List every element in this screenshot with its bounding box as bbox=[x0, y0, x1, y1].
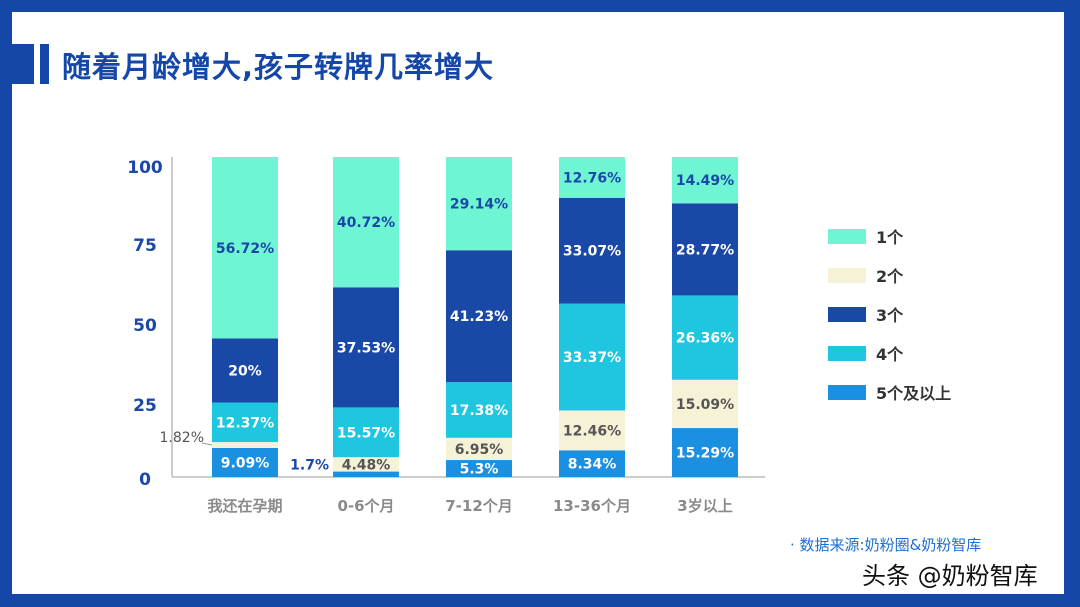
bar-segment bbox=[446, 250, 512, 383]
data-label: 1.7% bbox=[290, 457, 329, 473]
data-label: 33.37% bbox=[563, 350, 621, 366]
bar-segment bbox=[446, 460, 512, 477]
legend-swatch bbox=[828, 385, 866, 400]
data-label: 15.09% bbox=[676, 397, 734, 413]
bar-segment bbox=[672, 428, 738, 477]
legend-swatch bbox=[828, 346, 866, 361]
legend-label: 1个 bbox=[876, 228, 904, 247]
data-label: 40.72% bbox=[337, 215, 395, 231]
x-tick-label: 我还在孕期 bbox=[207, 497, 282, 515]
y-tick-label: 100 bbox=[127, 158, 163, 178]
bar-segment bbox=[333, 287, 399, 408]
bar-segment bbox=[672, 379, 738, 429]
data-label: 41.23% bbox=[450, 309, 508, 325]
y-tick-label: 25 bbox=[133, 396, 157, 416]
x-tick-label: 0-6个月 bbox=[337, 497, 394, 515]
bar-segment bbox=[672, 203, 738, 296]
data-label: 15.57% bbox=[337, 425, 395, 441]
data-label: 56.72% bbox=[216, 241, 274, 257]
legend-label: 2个 bbox=[876, 267, 904, 286]
bar-segment bbox=[559, 157, 625, 198]
bar-segment bbox=[333, 407, 399, 458]
data-label: 12.76% bbox=[563, 170, 621, 186]
data-label: 29.14% bbox=[450, 197, 508, 213]
data-label: 20% bbox=[228, 364, 262, 380]
legend-label: 5个及以上 bbox=[876, 384, 951, 403]
data-label: 26.36% bbox=[676, 331, 734, 347]
bar-segment bbox=[333, 471, 399, 477]
x-tick-label: 13-36个月 bbox=[553, 497, 631, 515]
bar-segment bbox=[446, 382, 512, 438]
slide-frame bbox=[12, 12, 1064, 594]
data-label: 9.09% bbox=[221, 455, 270, 471]
data-label: 12.46% bbox=[563, 423, 621, 439]
legend-label: 4个 bbox=[876, 345, 904, 364]
title-accent-block bbox=[12, 44, 34, 84]
watermark: 头条 @奶粉智库 bbox=[862, 562, 1038, 590]
bar-segment bbox=[333, 157, 399, 288]
y-tick-label: 50 bbox=[133, 316, 157, 336]
data-label: 6.95% bbox=[455, 442, 504, 458]
bar-segment bbox=[212, 338, 278, 403]
bar-segment bbox=[559, 197, 625, 304]
data-source: · 数据来源:奶粉圈&奶粉智库 bbox=[790, 536, 982, 554]
data-label: 15.29% bbox=[676, 446, 734, 462]
data-label: 8.34% bbox=[568, 457, 617, 473]
x-tick-label: 7-12个月 bbox=[445, 497, 513, 515]
bar-segment bbox=[212, 447, 278, 477]
data-label: 5.3% bbox=[460, 462, 499, 478]
data-label: 37.53% bbox=[337, 340, 395, 356]
bar-segment bbox=[672, 295, 738, 380]
legend-swatch bbox=[828, 268, 866, 283]
data-label: 28.77% bbox=[676, 242, 734, 258]
data-label: 1.82% bbox=[160, 430, 204, 446]
bar-segment bbox=[446, 157, 512, 251]
data-label: 17.38% bbox=[450, 403, 508, 419]
bar-segment bbox=[559, 410, 625, 451]
bar-segment bbox=[446, 437, 512, 461]
title-accent-bar bbox=[40, 44, 49, 84]
legend-swatch bbox=[828, 229, 866, 244]
page-title: 随着月龄增大,孩子转牌几率增大 bbox=[62, 50, 495, 84]
bar-segment bbox=[333, 457, 399, 472]
bar-segment bbox=[212, 442, 278, 448]
legend-swatch bbox=[828, 307, 866, 322]
bar-segment bbox=[212, 402, 278, 443]
data-label: 14.49% bbox=[676, 173, 734, 189]
bar-segment bbox=[559, 450, 625, 477]
bar-segment bbox=[672, 157, 738, 204]
data-label: 12.37% bbox=[216, 415, 274, 431]
data-label: 33.07% bbox=[563, 244, 621, 260]
y-tick-label: 0 bbox=[139, 470, 151, 490]
bar-segment bbox=[212, 157, 278, 339]
data-label: 4.48% bbox=[342, 457, 391, 473]
x-tick-label: 3岁以上 bbox=[677, 497, 732, 515]
bar-segment bbox=[559, 303, 625, 411]
leader-line bbox=[201, 442, 213, 446]
legend-label: 3个 bbox=[876, 306, 904, 325]
y-tick-label: 75 bbox=[133, 236, 157, 256]
